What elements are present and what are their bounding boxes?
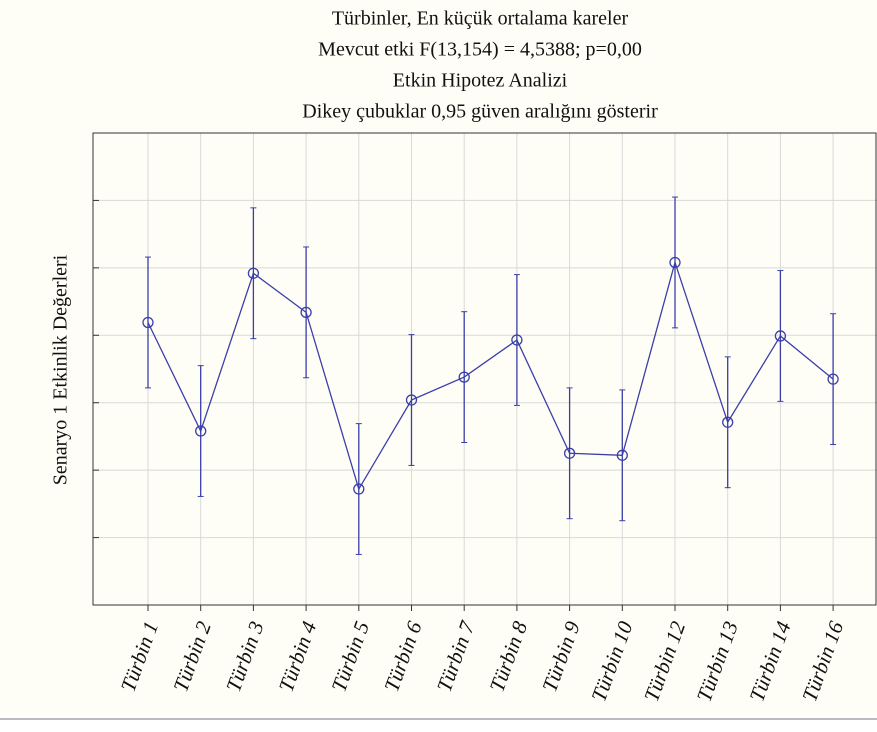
marker (247, 267, 260, 279)
marker (300, 306, 312, 319)
marker (142, 316, 154, 329)
chart-title: Türbinler, En küçük ortalama kareler (332, 8, 629, 30)
y-axis-label: Senaryo 1 Etkinlik Değerleri (50, 254, 72, 485)
marker (353, 483, 365, 495)
marker (563, 447, 576, 459)
plot-frame (92, 132, 877, 606)
marker (458, 371, 470, 383)
marker (405, 394, 418, 406)
marker (774, 330, 787, 342)
marker (827, 373, 839, 385)
marker (722, 416, 734, 428)
background (0, 0, 877, 715)
marker (511, 334, 523, 346)
chart-title: Mevcut etki F(13,154) = 4,5388; p=0,00 (318, 39, 642, 61)
marker (616, 449, 628, 461)
line (147, 260, 834, 491)
marker (195, 425, 207, 437)
chart-title: Dikey çubuklar 0,95 güven aralığını göst… (302, 101, 658, 123)
marker (669, 256, 681, 269)
chart-title: Etkin Hipotez Analizi (393, 70, 568, 92)
